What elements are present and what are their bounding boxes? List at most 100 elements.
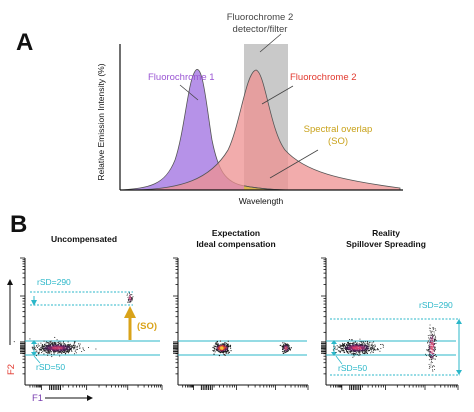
- event-dot: [341, 343, 343, 345]
- event-dot: [428, 340, 430, 342]
- event-dot: [216, 347, 218, 349]
- event-dot: [37, 353, 39, 355]
- event-dot: [54, 344, 56, 346]
- event-dot: [358, 344, 360, 346]
- event-dot: [358, 351, 360, 353]
- plot-3-rsd290-label: rSD=290: [419, 300, 453, 310]
- event-dot: [283, 344, 285, 346]
- event-dot: [355, 344, 357, 346]
- event-dot: [72, 345, 74, 347]
- event-dot: [59, 347, 61, 349]
- event-dot: [354, 341, 356, 344]
- event-dot: [353, 350, 355, 352]
- event-dot: [429, 334, 431, 336]
- event-dot: [350, 344, 352, 346]
- event-dot: [366, 352, 369, 354]
- plot-2-cluster-right: [279, 342, 292, 355]
- event-dot: [429, 347, 431, 349]
- event-dot: [425, 349, 427, 351]
- event-dot: [428, 346, 430, 348]
- event-dot: [350, 350, 353, 352]
- event-dot: [130, 301, 132, 303]
- event-dot: [45, 347, 47, 349]
- event-dot: [373, 348, 375, 350]
- event-dot: [75, 349, 77, 351]
- event-dot: [358, 348, 361, 351]
- fluorochrome-2-label: Fluorochrome 2: [290, 72, 357, 83]
- plot-3-cluster-spread: [425, 324, 438, 372]
- event-dot: [288, 345, 290, 347]
- event-dot: [230, 347, 232, 349]
- event-dot: [225, 342, 228, 344]
- event-dot: [431, 356, 433, 358]
- event-dot: [223, 346, 225, 348]
- event-dot: [46, 344, 48, 346]
- event-dot: [431, 347, 433, 349]
- event-dot: [370, 348, 372, 350]
- event-dot: [358, 350, 360, 352]
- event-dot: [354, 345, 356, 347]
- event-dot: [353, 355, 355, 357]
- event-dot: [428, 338, 430, 340]
- event-dot: [287, 349, 289, 351]
- event-dot: [429, 365, 431, 367]
- panel-letter-b: B: [10, 211, 27, 238]
- event-dot: [363, 344, 365, 346]
- event-dot: [370, 346, 372, 348]
- event-dot: [433, 358, 435, 360]
- event-dot: [371, 344, 373, 346]
- event-dot: [286, 349, 288, 351]
- event-dot: [435, 337, 437, 339]
- event-dot: [54, 345, 56, 347]
- event-dot: [56, 348, 58, 350]
- event-dot: [48, 352, 51, 354]
- event-dot: [433, 333, 435, 335]
- event-dot: [29, 338, 31, 340]
- event-dot: [131, 294, 133, 296]
- event-dot: [367, 349, 369, 351]
- event-dot: [348, 344, 350, 346]
- event-dot: [432, 328, 434, 330]
- event-dot: [39, 345, 41, 347]
- event-dot: [287, 346, 289, 348]
- event-dot: [66, 350, 69, 352]
- event-dot: [43, 353, 45, 355]
- event-dot: [38, 348, 40, 350]
- detector-leader-line: [259, 33, 282, 53]
- event-dot: [429, 350, 431, 352]
- event-dot: [129, 296, 131, 298]
- event-dot: [54, 336, 56, 339]
- event-dot: [361, 341, 363, 343]
- event-dot: [59, 346, 61, 348]
- event-dot: [43, 349, 45, 351]
- event-dot: [48, 349, 50, 351]
- event-dot: [215, 342, 217, 344]
- event-dot: [69, 345, 71, 347]
- plot-1-rsd50-leader: [33, 355, 41, 364]
- event-dot: [344, 343, 346, 345]
- event-dot: [126, 294, 128, 296]
- event-dot: [430, 351, 432, 353]
- event-dot: [128, 299, 130, 301]
- event-dot: [362, 344, 364, 346]
- spillover-arrowhead: [124, 306, 136, 318]
- event-dot: [431, 359, 433, 361]
- event-dot: [431, 341, 433, 343]
- event-dot: [279, 344, 281, 346]
- event-dot: [82, 347, 84, 349]
- event-dot: [73, 348, 75, 350]
- event-dot: [57, 350, 59, 352]
- event-dot: [62, 346, 64, 349]
- event-dot: [127, 299, 129, 301]
- event-dot: [54, 343, 57, 345]
- event-dot: [74, 347, 76, 349]
- event-dot: [284, 346, 286, 348]
- event-dot: [284, 351, 286, 354]
- event-dot: [47, 351, 49, 353]
- event-dot: [362, 346, 364, 348]
- event-dot: [348, 347, 350, 350]
- event-dot: [50, 352, 52, 354]
- event-dot: [212, 346, 214, 349]
- event-dot: [41, 346, 43, 348]
- event-dot: [286, 348, 289, 350]
